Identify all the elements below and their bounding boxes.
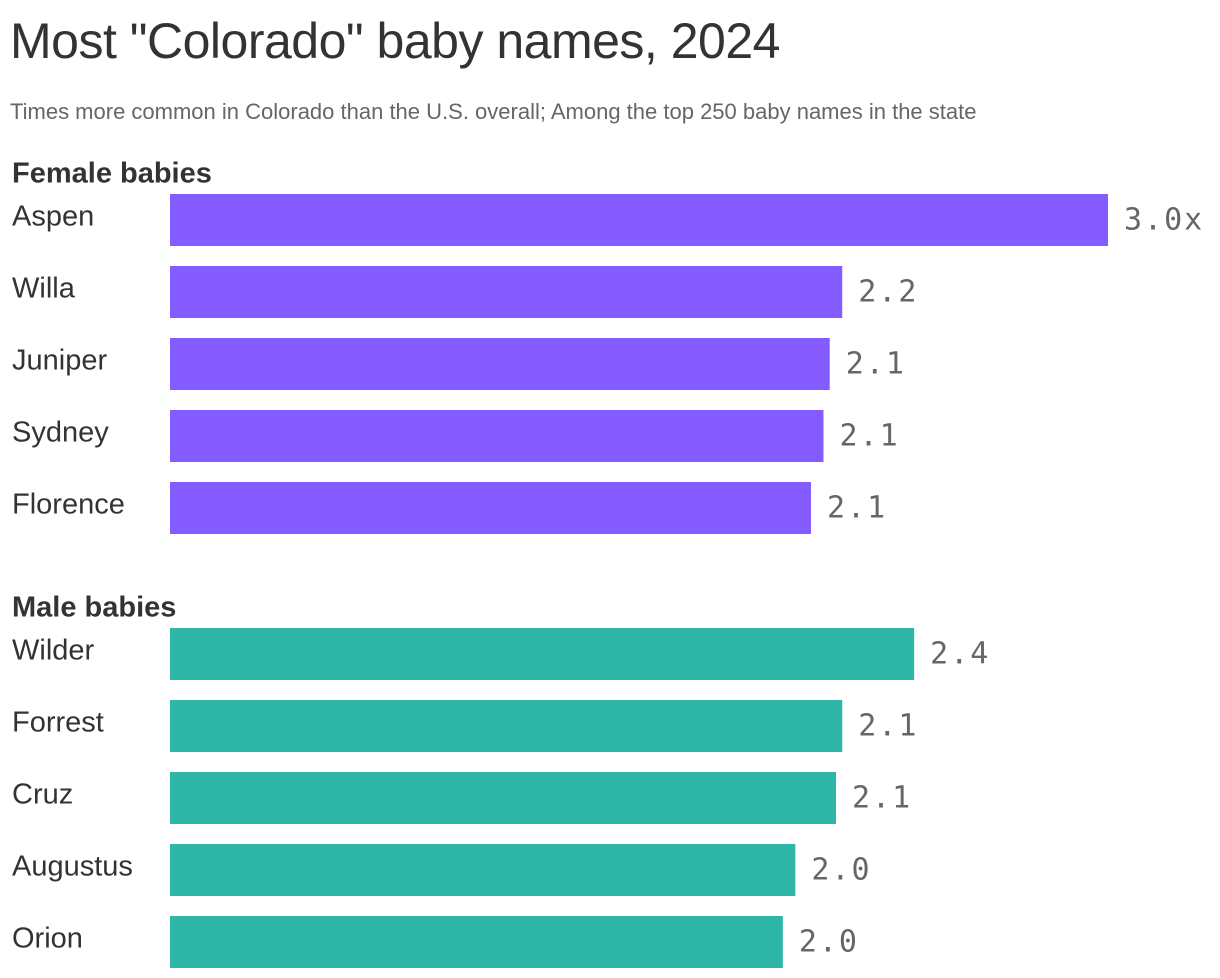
value-label: 2.1 xyxy=(858,709,918,744)
group-label: Male babies xyxy=(12,592,176,624)
category-label: Juniper xyxy=(12,345,107,377)
value-label: 2.1 xyxy=(846,347,906,382)
bar xyxy=(170,772,836,824)
group-label: Female babies xyxy=(12,158,212,190)
value-label: 2.4 xyxy=(930,637,990,672)
category-label: Florence xyxy=(12,489,125,521)
bar xyxy=(170,266,843,318)
bar xyxy=(170,700,843,752)
value-label: 2.0 xyxy=(811,853,871,888)
value-label: 2.1 xyxy=(852,781,912,816)
chart-title: Most "Colorado" baby names, 2024 xyxy=(10,13,780,69)
bar-group: Female babies Aspen 3.0x Willa 2.2 Juniper 2.1… xyxy=(12,158,1204,534)
value-label: 2.1 xyxy=(839,419,899,454)
chart-subtitle: Times more common in Colorado than the U… xyxy=(10,99,977,124)
bar xyxy=(170,916,783,968)
value-label: 3.0x xyxy=(1124,203,1204,238)
bar xyxy=(170,628,915,680)
bar xyxy=(170,482,811,534)
category-label: Cruz xyxy=(12,779,73,811)
bar xyxy=(170,844,796,896)
category-label: Augustus xyxy=(12,851,133,883)
value-label: 2.0 xyxy=(799,925,859,960)
category-label: Willa xyxy=(12,273,76,305)
category-label: Sydney xyxy=(12,417,109,449)
category-label: Aspen xyxy=(12,201,94,233)
category-label: Wilder xyxy=(12,635,95,667)
bar xyxy=(170,338,830,390)
value-label: 2.1 xyxy=(827,491,887,526)
value-label: 2.2 xyxy=(858,275,918,310)
bar xyxy=(170,410,824,462)
bar xyxy=(170,194,1108,246)
bar-group: Male babies Wilder 2.4 Forrest 2.1 Cruz 2.1 Aug… xyxy=(12,592,990,968)
category-label: Forrest xyxy=(12,707,104,739)
category-label: Orion xyxy=(12,923,83,955)
